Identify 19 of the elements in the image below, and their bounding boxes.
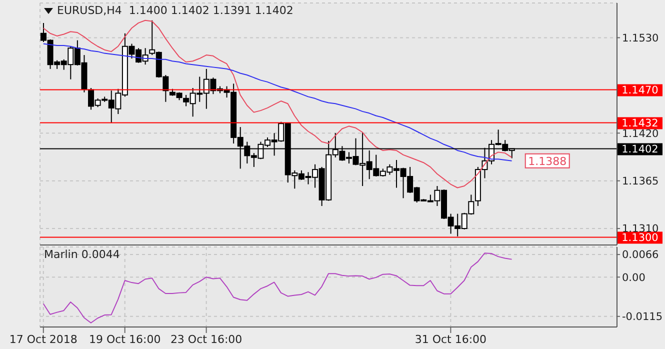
line-series bbox=[42, 43, 512, 162]
y-tick-label: 0.00 bbox=[622, 272, 646, 284]
x-tick-label: 17 Oct 2018 bbox=[9, 332, 78, 346]
ref-line-label: 1.1300 bbox=[622, 232, 658, 244]
x-tick-label: 23 Oct 16:00 bbox=[170, 332, 242, 346]
chart-title: EURUSD,H4 1.1400 1.1402 1.1391 1.1402 bbox=[57, 4, 294, 17]
line-series bbox=[42, 20, 512, 188]
y-tick-label: -0.0115 bbox=[622, 311, 663, 324]
ref-line-label: 1.1432 bbox=[622, 118, 658, 130]
x-tick-label: 19 Oct 16:00 bbox=[88, 332, 161, 346]
y-tick-label: 1.1420 bbox=[622, 128, 659, 140]
y-tick-label: 0.0066 bbox=[622, 249, 660, 262]
y-tick-label: 1.1530 bbox=[622, 32, 659, 44]
ref-line-label: 1.1470 bbox=[622, 84, 658, 97]
annotation: 1.1388 bbox=[528, 154, 567, 168]
y-tick-label: 1.1365 bbox=[622, 176, 659, 188]
chart-title: Marlin 0.0044 bbox=[44, 248, 120, 261]
ref-line-label: 1.1402 bbox=[622, 144, 658, 156]
x-tick-label: 31 Oct 16:00 bbox=[414, 332, 487, 346]
